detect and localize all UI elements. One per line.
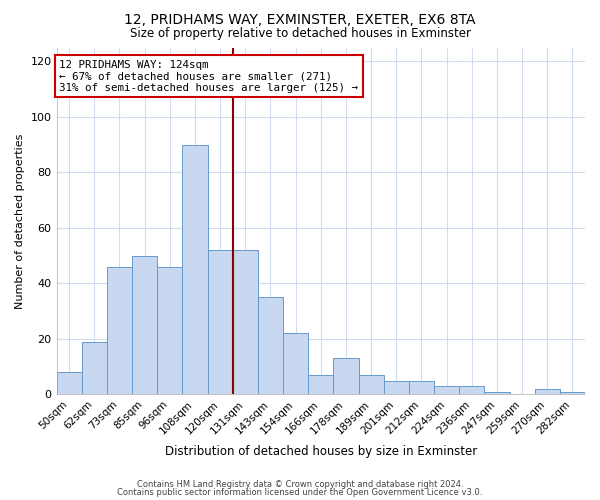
Text: 12 PRIDHAMS WAY: 124sqm
← 67% of detached houses are smaller (271)
31% of semi-d: 12 PRIDHAMS WAY: 124sqm ← 67% of detache… <box>59 60 358 93</box>
Bar <box>434 386 459 394</box>
Bar <box>258 298 283 394</box>
X-axis label: Distribution of detached houses by size in Exminster: Distribution of detached houses by size … <box>164 444 477 458</box>
Bar <box>208 250 233 394</box>
Bar <box>157 267 182 394</box>
Bar <box>409 380 434 394</box>
Bar <box>359 375 383 394</box>
Bar <box>82 342 107 394</box>
Bar <box>107 267 132 394</box>
Text: Size of property relative to detached houses in Exminster: Size of property relative to detached ho… <box>130 26 470 40</box>
Text: 12, PRIDHAMS WAY, EXMINSTER, EXETER, EX6 8TA: 12, PRIDHAMS WAY, EXMINSTER, EXETER, EX6… <box>124 12 476 26</box>
Bar <box>535 389 560 394</box>
Bar <box>283 334 308 394</box>
Bar <box>560 392 585 394</box>
Bar <box>484 392 509 394</box>
Bar <box>56 372 82 394</box>
Bar <box>308 375 334 394</box>
Bar <box>383 380 409 394</box>
Bar <box>459 386 484 394</box>
Bar <box>233 250 258 394</box>
Bar <box>334 358 359 394</box>
Y-axis label: Number of detached properties: Number of detached properties <box>15 134 25 308</box>
Text: Contains public sector information licensed under the Open Government Licence v3: Contains public sector information licen… <box>118 488 482 497</box>
Text: Contains HM Land Registry data © Crown copyright and database right 2024.: Contains HM Land Registry data © Crown c… <box>137 480 463 489</box>
Bar <box>182 144 208 394</box>
Bar <box>132 256 157 394</box>
